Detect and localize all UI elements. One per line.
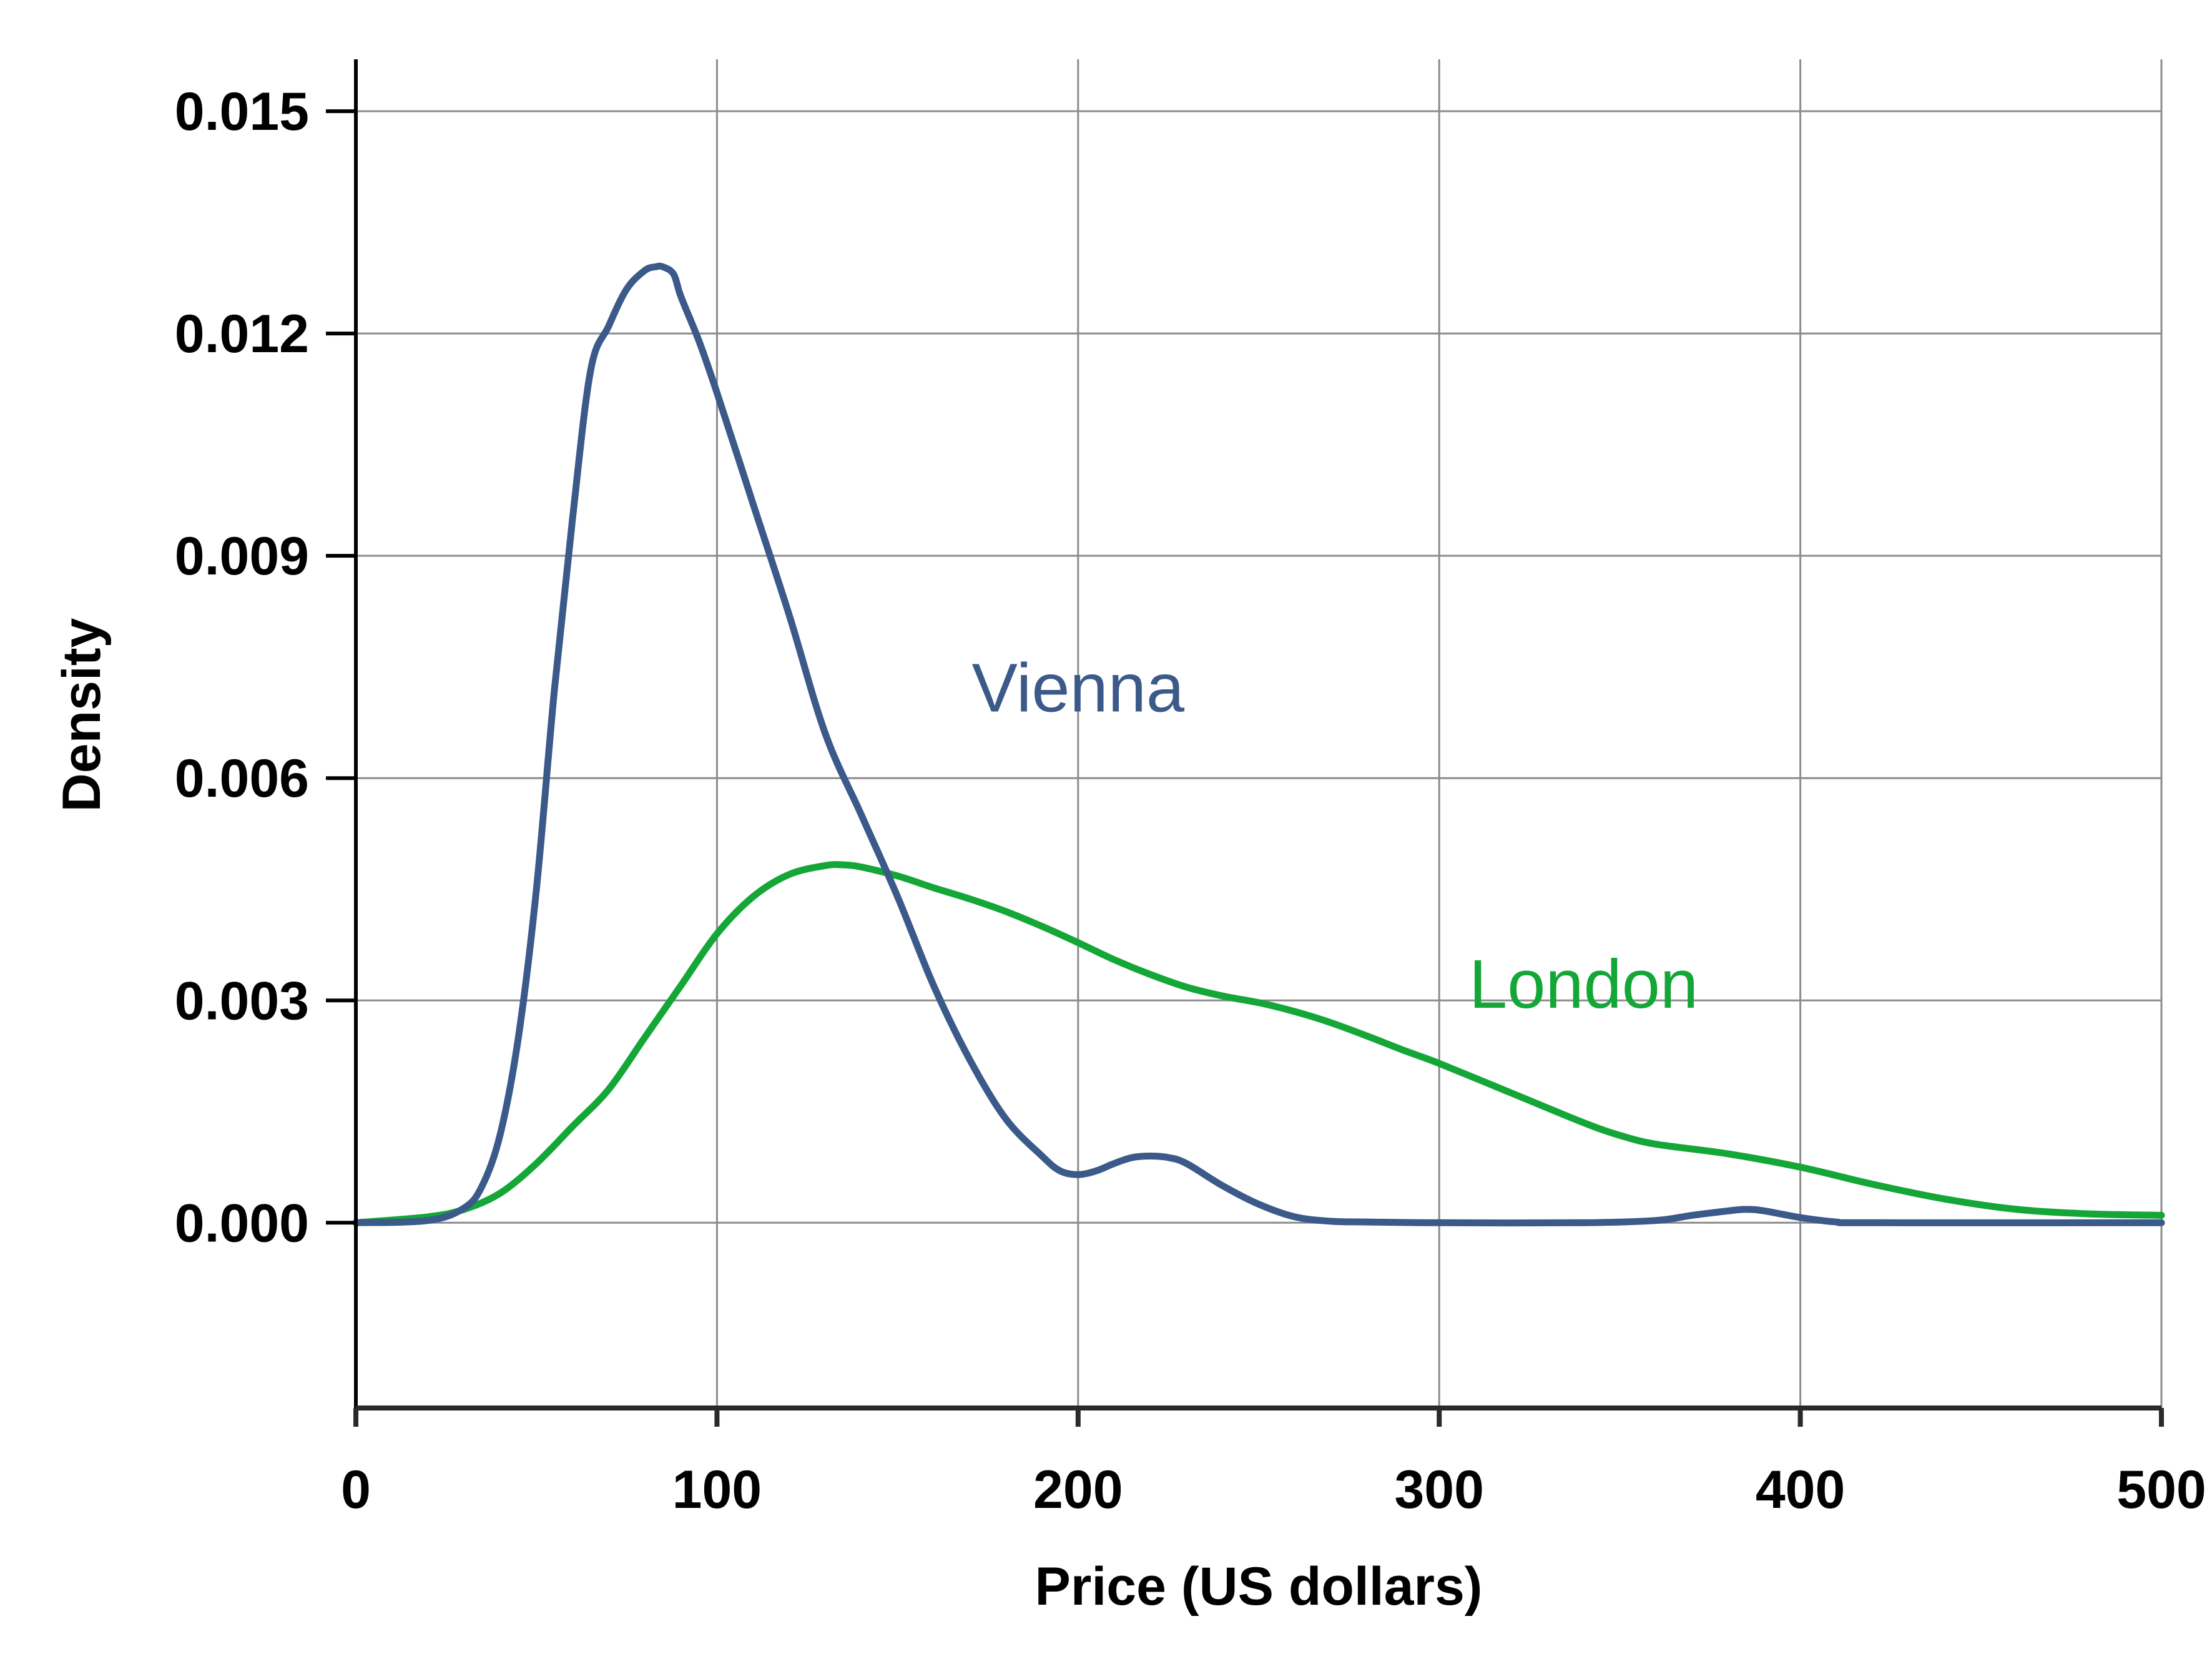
series-lines — [352, 262, 2165, 1227]
axes — [326, 59, 2164, 1427]
y-tick-label-2: 0.006 — [175, 749, 309, 809]
y-tick-label-1: 0.003 — [175, 971, 309, 1031]
x-tick-label-5: 500 — [2116, 1460, 2206, 1520]
x-tick-label-3: 300 — [1394, 1460, 1484, 1520]
series-label-london: London — [1469, 946, 1698, 1023]
series-labels: Vienna London — [972, 649, 1699, 1023]
y-tick-label-5: 0.015 — [175, 82, 309, 142]
tick-labels: 0.000 0.003 0.006 0.009 0.012 0.015 0 100 200 300… — [175, 82, 2206, 1520]
x-tick-label-0: 0 — [341, 1460, 371, 1520]
y-tick-label-0: 0.000 — [175, 1193, 309, 1253]
y-axis-title: Density — [52, 618, 112, 812]
x-tick-label-4: 400 — [1756, 1460, 1846, 1520]
y-tick-label-3: 0.009 — [175, 526, 309, 586]
series-label-vienna: Vienna — [972, 649, 1185, 726]
x-tick-label-2: 200 — [1033, 1460, 1123, 1520]
grid-lines — [356, 59, 2163, 1408]
y-tick-label-4: 0.012 — [175, 304, 309, 364]
x-tick-label-1: 100 — [672, 1460, 762, 1520]
series-line-london — [352, 861, 2165, 1226]
series-line-vienna — [352, 262, 2165, 1227]
x-axis-title: Price (US dollars) — [1035, 1557, 1483, 1617]
